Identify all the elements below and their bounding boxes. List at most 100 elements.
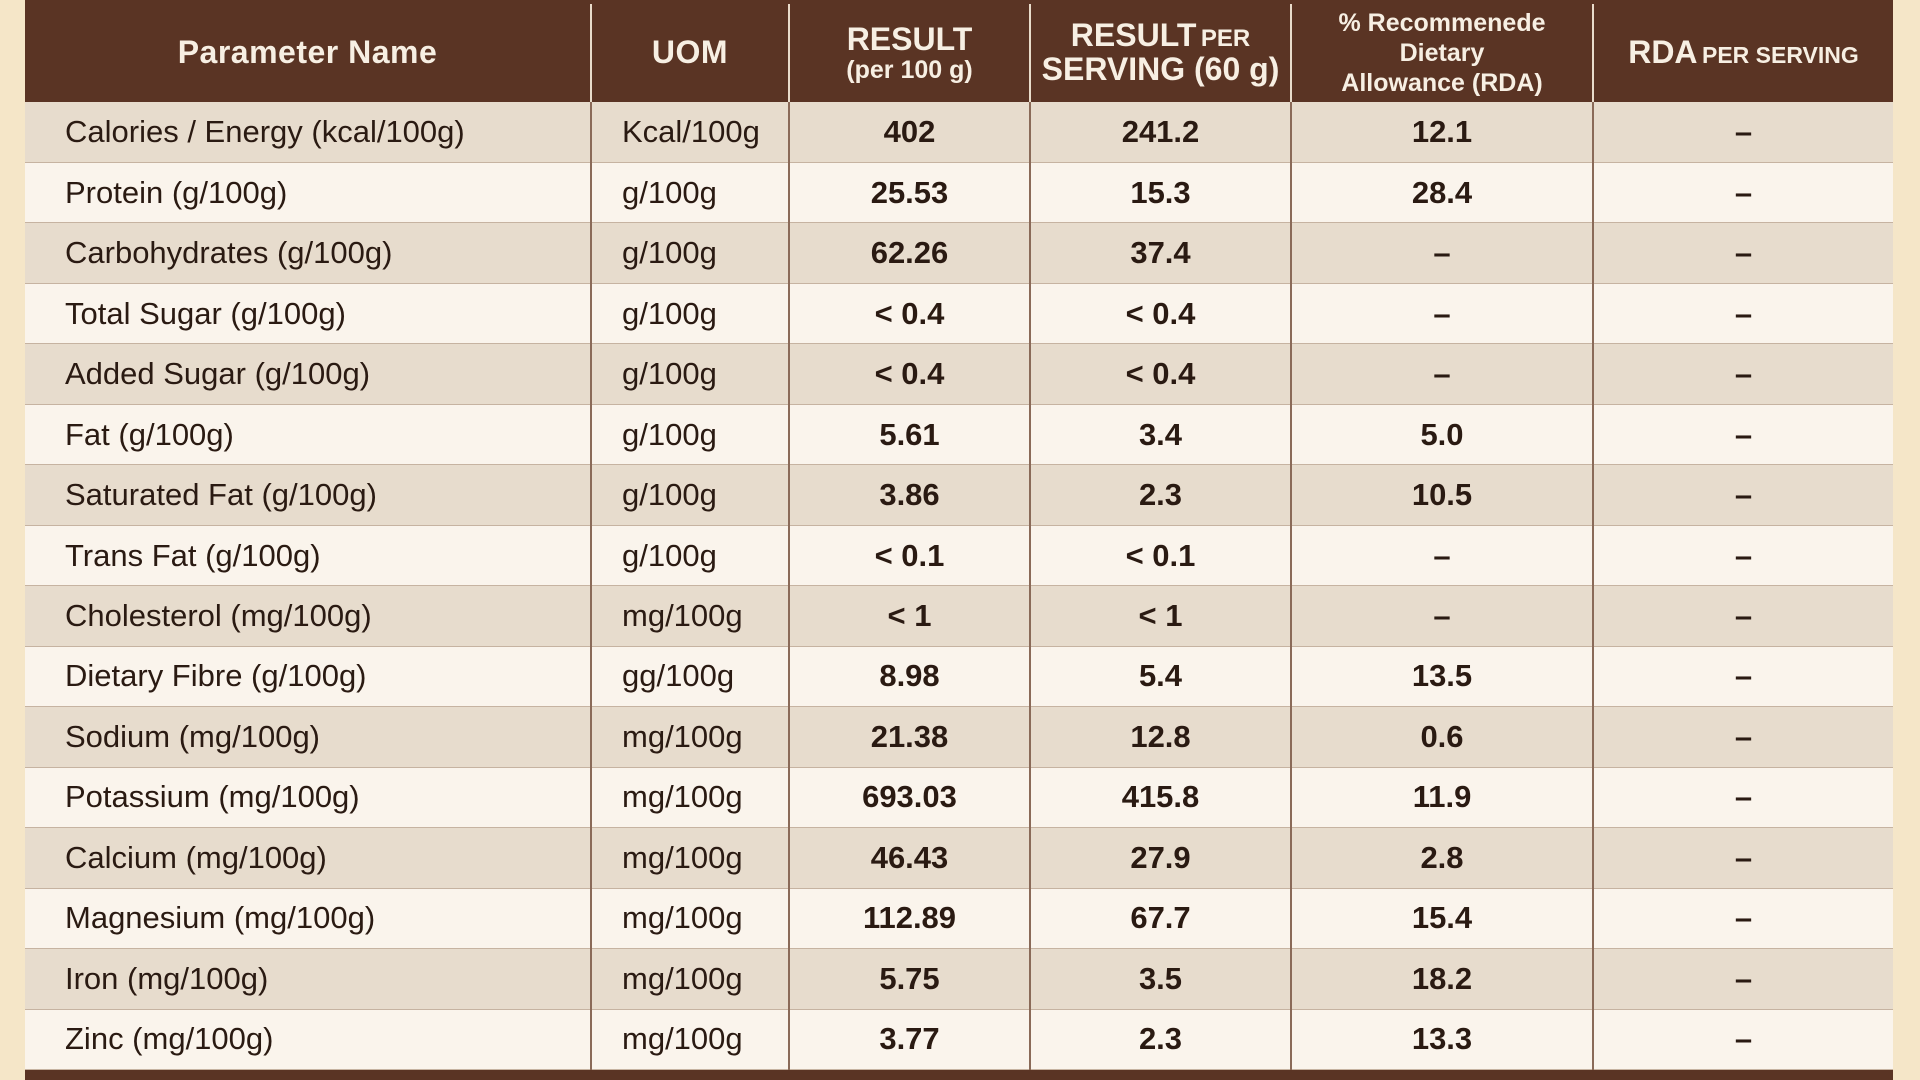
cell-parameter-name: Added Sugar (g/100g) — [25, 343, 592, 405]
header-rda-per-serving-caps: PER SERVING — [1701, 42, 1859, 69]
cell-result-per-100g: 693.03 — [789, 767, 1031, 829]
cell-result-per-100g: 3.86 — [789, 464, 1031, 526]
cell-result-per-serving: 12.8 — [1030, 706, 1292, 768]
cell-result-per-100g: 5.61 — [789, 404, 1031, 466]
cell-result-per-serving: < 0.1 — [1030, 525, 1292, 587]
header-uom-label: UOM — [651, 34, 729, 71]
cell-rda-percent: 11.9 — [1291, 767, 1594, 829]
cell-rda-percent: 28.4 — [1291, 162, 1594, 224]
cell-uom: Kcal/100g — [591, 102, 790, 163]
header-parameter-name-label: Parameter Name — [177, 34, 438, 71]
header-serving-line2: SERVING (60 g) — [1041, 51, 1280, 87]
cell-parameter-name: Carbohydrates (g/100g) — [25, 222, 592, 284]
header-rda-per-serving-main: RDA — [1628, 34, 1698, 71]
cell-rda-percent: 0.6 — [1291, 706, 1594, 768]
header-row: Parameter Name UOM RESULT (per 100 g) RE… — [25, 4, 1893, 102]
header-parameter-name: Parameter Name — [25, 4, 592, 102]
cell-parameter-name: Cholesterol (mg/100g) — [25, 585, 592, 647]
cell-uom: g/100g — [591, 525, 790, 587]
table-row: Sodium (mg/100g) mg/100g 21.38 12.8 0.6– — [25, 706, 1893, 768]
cell-rda-percent: 12.1 — [1291, 102, 1594, 163]
cell-parameter-name: Sodium (mg/100g) — [25, 706, 592, 768]
cell-uom: g/100g — [591, 283, 790, 345]
cell-result-per-100g: < 0.4 — [789, 283, 1031, 345]
cell-uom: g/100g — [591, 162, 790, 224]
table-row: Total Sugar (g/100g) g/100g < 0.4 < 0.4– – — [25, 283, 1893, 345]
cell-rda-percent: 15.4 — [1291, 888, 1594, 950]
cell-parameter-name: Iron (mg/100g) — [25, 948, 592, 1010]
cell-result-per-serving: 241.2 — [1030, 102, 1292, 163]
cell-rda-per-serving: – — [1593, 585, 1893, 647]
cell-uom: g/100g — [591, 222, 790, 284]
cell-rda-percent: – — [1291, 525, 1594, 587]
cell-result-per-serving: 3.5 — [1030, 948, 1292, 1010]
cell-result-per-serving: < 0.4 — [1030, 283, 1292, 345]
cell-parameter-name: Calories / Energy (kcal/100g) — [25, 102, 592, 163]
cell-rda-per-serving: – — [1593, 767, 1893, 829]
header-rda-percent: % Recommenede Dietary Allowance (RDA) — [1291, 4, 1594, 102]
table-row: Trans Fat (g/100g) g/100g < 0.1 < 0.1– – — [25, 525, 1893, 587]
cell-parameter-name: Trans Fat (g/100g) — [25, 525, 592, 587]
header-rda-line1: % Recommenede Dietary — [1338, 9, 1546, 67]
cell-result-per-serving: 27.9 — [1030, 827, 1292, 889]
nutrition-table: Parameter Name UOM RESULT (per 100 g) RE… — [25, 4, 1893, 1071]
cell-rda-per-serving: – — [1593, 706, 1893, 768]
table-row: Saturated Fat (g/100g) g/100g 3.86 2.3 10.5– — [25, 464, 1893, 526]
cell-parameter-name: Saturated Fat (g/100g) — [25, 464, 592, 526]
cell-parameter-name: Calcium (mg/100g) — [25, 827, 592, 889]
cell-rda-per-serving: – — [1593, 222, 1893, 284]
cell-result-per-serving: < 1 — [1030, 585, 1292, 647]
cell-rda-per-serving: – — [1593, 283, 1893, 345]
cell-uom: g/100g — [591, 464, 790, 526]
cell-rda-per-serving: – — [1593, 343, 1893, 405]
table-row: Cholesterol (mg/100g) mg/100g < 1 < 1– – — [25, 585, 1893, 647]
cell-uom: mg/100g — [591, 888, 790, 950]
cell-result-per-serving: 37.4 — [1030, 222, 1292, 284]
cell-result-per-100g: 62.26 — [789, 222, 1031, 284]
cell-parameter-name: Zinc (mg/100g) — [25, 1009, 592, 1071]
cell-rda-percent: – — [1291, 585, 1594, 647]
cell-rda-percent: 5.0 — [1291, 404, 1594, 466]
table-row: Potassium (mg/100g) mg/100g 693.03 415.8 11.… — [25, 767, 1893, 829]
header-result: RESULT (per 100 g) — [789, 4, 1031, 102]
cell-rda-percent: 18.2 — [1291, 948, 1594, 1010]
table-row: Magnesium (mg/100g) mg/100g 112.89 67.7 15.4… — [25, 888, 1893, 950]
cell-parameter-name: Potassium (mg/100g) — [25, 767, 592, 829]
cell-rda-per-serving: – — [1593, 1009, 1893, 1071]
cell-result-per-100g: 46.43 — [789, 827, 1031, 889]
cell-uom: mg/100g — [591, 706, 790, 768]
cell-result-per-serving: 3.4 — [1030, 404, 1292, 466]
cell-parameter-name: Magnesium (mg/100g) — [25, 888, 592, 950]
cell-uom: gg/100g — [591, 646, 790, 708]
cell-result-per-serving: < 0.4 — [1030, 343, 1292, 405]
cell-rda-percent: – — [1291, 283, 1594, 345]
cell-rda-per-serving: – — [1593, 827, 1893, 889]
cell-result-per-100g: 5.75 — [789, 948, 1031, 1010]
table-row: Fat (g/100g) g/100g 5.61 3.4 5.0– — [25, 404, 1893, 466]
cell-uom: g/100g — [591, 404, 790, 466]
cell-rda-per-serving: – — [1593, 948, 1893, 1010]
cell-rda-per-serving: – — [1593, 404, 1893, 466]
cell-uom: mg/100g — [591, 827, 790, 889]
header-result-title: RESULT — [846, 21, 973, 58]
table-row: Carbohydrates (g/100g) g/100g 62.26 37.4– – — [25, 222, 1893, 284]
cell-result-per-serving: 415.8 — [1030, 767, 1292, 829]
cell-result-per-100g: < 0.4 — [789, 343, 1031, 405]
table-row: Protein (g/100g) g/100g 25.53 15.3 28.4– — [25, 162, 1893, 224]
cell-result-per-serving: 5.4 — [1030, 646, 1292, 708]
cell-parameter-name: Total Sugar (g/100g) — [25, 283, 592, 345]
cell-result-per-100g: < 1 — [789, 585, 1031, 647]
table-row: Zinc (mg/100g) mg/100g 3.77 2.3 13.3– — [25, 1009, 1893, 1071]
header-result-per-serving: RESULT PER SERVING (60 g) — [1030, 4, 1292, 102]
cell-result-per-100g: 8.98 — [789, 646, 1031, 708]
cell-rda-per-serving: – — [1593, 888, 1893, 950]
table-row: Calories / Energy (kcal/100g) Kcal/100g 40… — [25, 102, 1893, 163]
table-row: Iron (mg/100g) mg/100g 5.75 3.5 18.2– — [25, 948, 1893, 1010]
cell-rda-per-serving: – — [1593, 525, 1893, 587]
cell-result-per-serving: 2.3 — [1030, 1009, 1292, 1071]
table-body: Calories / Energy (kcal/100g) Kcal/100g 40… — [25, 102, 1893, 1071]
header-uom: UOM — [591, 4, 790, 102]
cell-result-per-100g: 402 — [789, 102, 1031, 163]
cell-result-per-100g: 3.77 — [789, 1009, 1031, 1071]
cell-result-per-100g: 25.53 — [789, 162, 1031, 224]
